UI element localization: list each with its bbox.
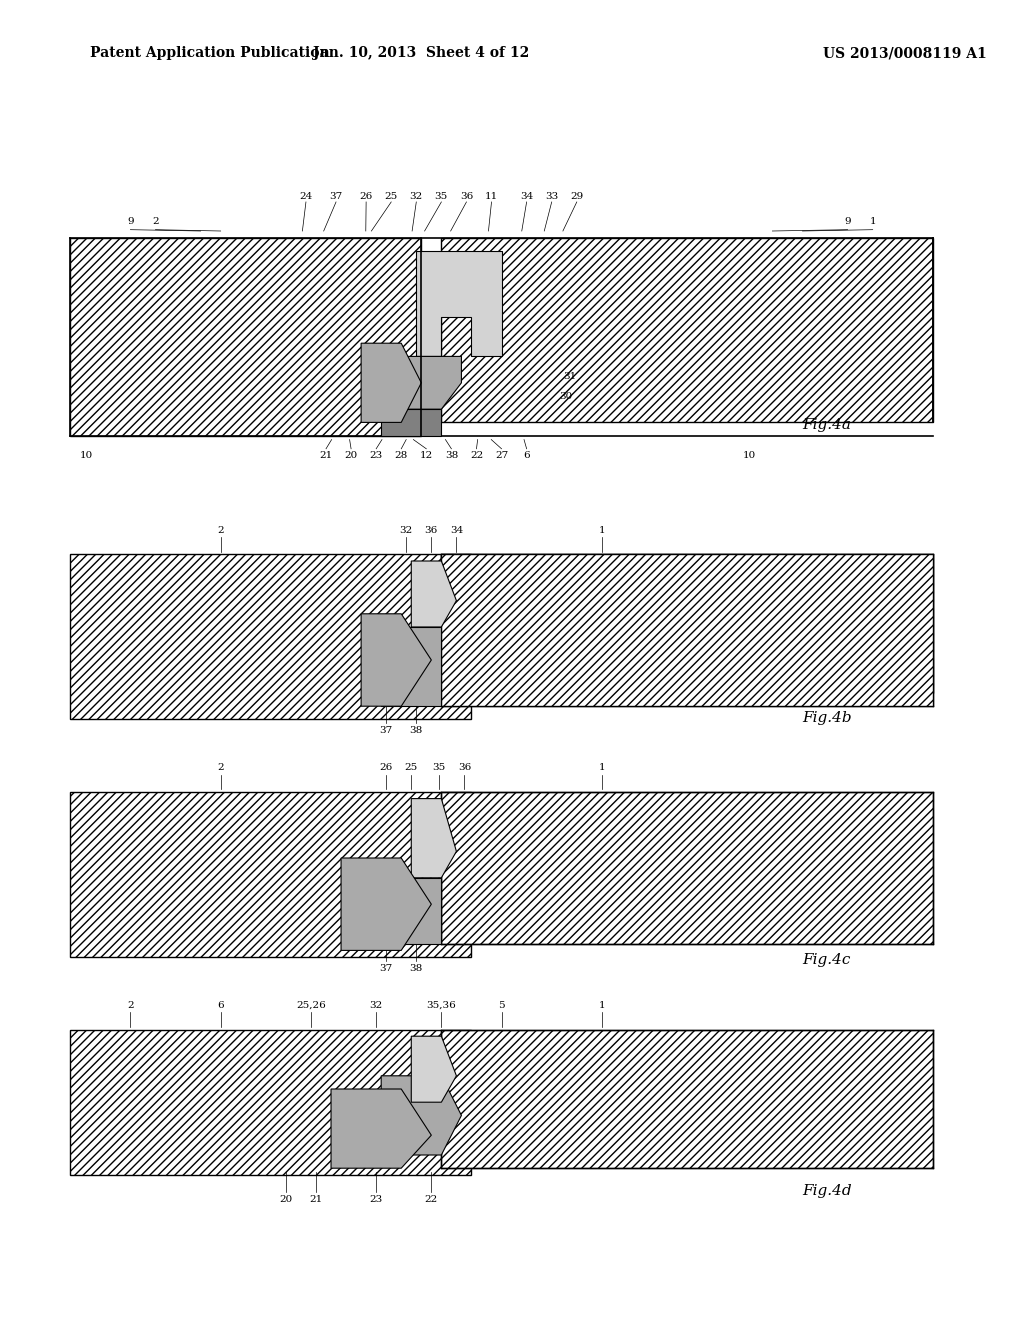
Polygon shape — [412, 561, 457, 627]
Text: 36: 36 — [458, 763, 471, 772]
Text: 33: 33 — [545, 191, 558, 201]
Text: 29: 29 — [570, 191, 584, 201]
Text: 37: 37 — [380, 964, 393, 973]
Text: Fig.4d: Fig.4d — [803, 1184, 852, 1197]
Text: US 2013/0008119 A1: US 2013/0008119 A1 — [822, 46, 986, 61]
Text: 23: 23 — [370, 451, 383, 461]
Text: 11: 11 — [485, 191, 498, 201]
Text: 35,36: 35,36 — [426, 1001, 457, 1010]
Text: 37: 37 — [380, 726, 393, 735]
Text: 9: 9 — [127, 218, 134, 227]
Text: 28: 28 — [394, 451, 408, 461]
Text: 34: 34 — [450, 525, 463, 535]
Text: 36: 36 — [460, 191, 473, 201]
Text: 6: 6 — [523, 451, 530, 461]
Text: Fig.4c: Fig.4c — [803, 953, 851, 966]
Text: 38: 38 — [444, 451, 458, 461]
Polygon shape — [381, 409, 441, 436]
Text: 20: 20 — [280, 1195, 293, 1204]
Bar — [441, 1030, 933, 1168]
Polygon shape — [412, 799, 457, 878]
Bar — [441, 554, 933, 693]
Text: 35: 35 — [435, 191, 447, 201]
Text: 1: 1 — [599, 1001, 605, 1010]
Text: 27: 27 — [495, 451, 508, 461]
Bar — [441, 792, 933, 944]
Text: 35: 35 — [433, 763, 446, 772]
Text: Patent Application Publication: Patent Application Publication — [90, 46, 330, 61]
Text: 21: 21 — [319, 451, 333, 461]
Bar — [441, 238, 933, 422]
Text: 2: 2 — [127, 1001, 134, 1010]
Text: Fig.4b: Fig.4b — [803, 711, 852, 725]
Text: 1: 1 — [869, 218, 876, 227]
Text: 32: 32 — [410, 191, 423, 201]
Polygon shape — [341, 858, 431, 950]
Text: 12: 12 — [420, 451, 433, 461]
Text: 5: 5 — [499, 1001, 505, 1010]
Polygon shape — [361, 614, 431, 706]
Text: 21: 21 — [309, 1195, 323, 1204]
Text: 23: 23 — [370, 1195, 383, 1204]
Text: 2: 2 — [153, 218, 159, 227]
Text: 6: 6 — [217, 1001, 224, 1010]
Text: 1: 1 — [599, 763, 605, 772]
Text: 38: 38 — [410, 964, 423, 973]
Text: 37: 37 — [330, 191, 343, 201]
Bar — [71, 792, 471, 957]
Text: 25,26: 25,26 — [296, 1001, 326, 1010]
Text: 1: 1 — [599, 525, 605, 535]
Bar — [71, 554, 471, 719]
Polygon shape — [381, 878, 441, 944]
Text: 31: 31 — [564, 372, 577, 380]
Text: 30: 30 — [560, 392, 573, 400]
Text: 26: 26 — [380, 763, 393, 772]
Text: 24: 24 — [299, 191, 312, 201]
Text: 25: 25 — [404, 763, 418, 772]
Polygon shape — [381, 1076, 462, 1155]
Bar — [441, 554, 933, 706]
Bar — [71, 1030, 471, 1175]
Text: 22: 22 — [470, 451, 483, 461]
Text: 25: 25 — [385, 191, 398, 201]
Text: 22: 22 — [425, 1195, 438, 1204]
Text: 2: 2 — [217, 525, 224, 535]
Text: 2: 2 — [217, 763, 224, 772]
Polygon shape — [361, 343, 421, 422]
Polygon shape — [381, 627, 441, 706]
Text: Fig.4a: Fig.4a — [803, 418, 852, 432]
Text: 32: 32 — [370, 1001, 383, 1010]
Text: 10: 10 — [80, 451, 93, 461]
Polygon shape — [417, 251, 502, 356]
Bar — [71, 238, 421, 436]
Text: 32: 32 — [399, 525, 413, 535]
Text: 9: 9 — [845, 218, 851, 227]
Text: 20: 20 — [344, 451, 357, 461]
Polygon shape — [412, 1036, 457, 1102]
Polygon shape — [331, 1089, 431, 1168]
Text: 34: 34 — [520, 191, 534, 201]
Text: 10: 10 — [742, 451, 756, 461]
Text: 38: 38 — [410, 726, 423, 735]
Text: 26: 26 — [359, 191, 373, 201]
Text: Jan. 10, 2013  Sheet 4 of 12: Jan. 10, 2013 Sheet 4 of 12 — [313, 46, 529, 61]
Polygon shape — [401, 356, 462, 409]
Text: 36: 36 — [425, 525, 438, 535]
